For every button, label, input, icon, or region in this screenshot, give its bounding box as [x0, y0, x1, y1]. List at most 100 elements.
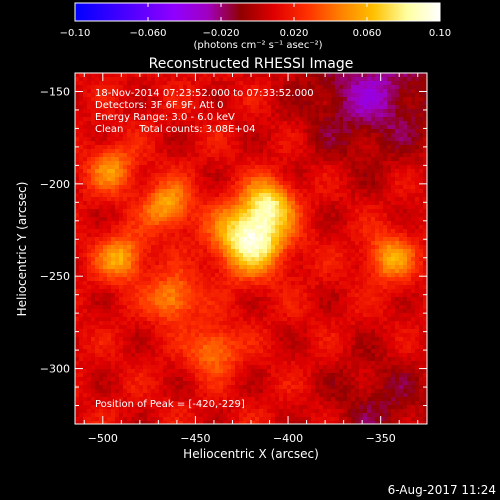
heatmap-cell [387, 133, 392, 138]
heatmap-cell [399, 81, 404, 86]
heatmap-cell [175, 173, 180, 178]
heatmap-cell [303, 193, 308, 198]
heatmap-cell [359, 109, 364, 114]
heatmap-cell [339, 253, 344, 258]
heatmap-cell [87, 129, 92, 134]
heatmap-cell [155, 145, 160, 150]
heatmap-cell [315, 93, 320, 98]
heatmap-cell [235, 153, 240, 158]
heatmap-cell [319, 157, 324, 162]
heatmap-cell [263, 81, 268, 86]
heatmap-cell [143, 297, 148, 302]
heatmap-cell [391, 141, 396, 146]
heatmap-cell [375, 173, 380, 178]
heatmap-cell [331, 201, 336, 206]
heatmap-cell [343, 277, 348, 282]
heatmap-cell [147, 265, 152, 270]
heatmap-cell [415, 205, 420, 210]
heatmap-cell [423, 157, 427, 162]
heatmap-cell [335, 221, 340, 226]
heatmap-cell [155, 141, 160, 146]
heatmap-cell [279, 261, 284, 266]
heatmap-cell [175, 205, 180, 210]
heatmap-cell [75, 233, 80, 238]
heatmap-cell [371, 225, 376, 230]
heatmap-cell [95, 173, 100, 178]
heatmap-cell [139, 89, 144, 94]
heatmap-cell [163, 137, 168, 142]
heatmap-cell [287, 109, 292, 114]
heatmap-cell [343, 233, 348, 238]
heatmap-cell [311, 101, 316, 106]
heatmap-cell [319, 125, 324, 130]
heatmap-cell [403, 261, 408, 266]
heatmap-cell [87, 293, 92, 298]
heatmap-cell [275, 93, 280, 98]
heatmap-cell [371, 133, 376, 138]
heatmap-cell [183, 213, 188, 218]
heatmap-cell [123, 269, 128, 274]
heatmap-cell [307, 265, 312, 270]
heatmap-cell [287, 197, 292, 202]
heatmap-cell [295, 101, 300, 106]
heatmap-cell [191, 173, 196, 178]
heatmap-cell [107, 133, 112, 138]
heatmap-cell [343, 169, 348, 174]
heatmap-cell [131, 101, 136, 106]
heatmap-cell [267, 169, 272, 174]
heatmap-cell [319, 189, 324, 194]
heatmap-cell [351, 85, 356, 90]
heatmap-cell [91, 265, 96, 270]
heatmap-cell [311, 149, 316, 154]
heatmap-cell [87, 101, 92, 106]
heatmap-cell [287, 237, 292, 242]
heatmap-cell [79, 141, 84, 146]
heatmap-cell [107, 197, 112, 202]
heatmap-cell [75, 161, 80, 166]
heatmap-cell [171, 281, 176, 286]
heatmap-cell [407, 257, 412, 262]
heatmap-cell [235, 125, 240, 130]
heatmap-cell [211, 101, 216, 106]
heatmap-cell [375, 145, 380, 150]
heatmap-cell [87, 277, 92, 282]
heatmap-cell [195, 293, 200, 298]
heatmap-cell [235, 293, 240, 298]
heatmap-cell [399, 209, 404, 214]
heatmap-cell [159, 193, 164, 198]
heatmap-cell [75, 149, 80, 154]
heatmap-cell [311, 273, 316, 278]
heatmap-cell [411, 229, 416, 234]
heatmap-cell [363, 229, 368, 234]
heatmap-cell [243, 157, 248, 162]
heatmap-cell [419, 277, 424, 282]
heatmap-cell [199, 289, 204, 294]
heatmap-cell [91, 177, 96, 182]
heatmap-cell [207, 121, 212, 126]
heatmap-cell [111, 173, 116, 178]
heatmap-cell [167, 85, 172, 90]
heatmap-cell [143, 289, 148, 294]
heatmap-cell [279, 185, 284, 190]
heatmap-cell [415, 149, 420, 154]
heatmap-cell [383, 97, 388, 102]
heatmap-cell [239, 121, 244, 126]
heatmap-cell [275, 149, 280, 154]
heatmap-cell [151, 241, 156, 246]
heatmap-cell [371, 141, 376, 146]
heatmap-cell [203, 245, 208, 250]
heatmap-cell [139, 249, 144, 254]
heatmap-cell [355, 73, 360, 78]
heatmap-cell [319, 261, 324, 266]
heatmap-cell [131, 285, 136, 290]
heatmap-cell [307, 181, 312, 186]
heatmap-cell [331, 221, 336, 226]
heatmap-cell [307, 249, 312, 254]
heatmap-cell [155, 193, 160, 198]
heatmap-cell [207, 241, 212, 246]
heatmap-cell [135, 209, 140, 214]
heatmap-cell [335, 229, 340, 234]
heatmap-cell [115, 249, 120, 254]
heatmap-cell [263, 157, 268, 162]
heatmap-cell [231, 125, 236, 130]
